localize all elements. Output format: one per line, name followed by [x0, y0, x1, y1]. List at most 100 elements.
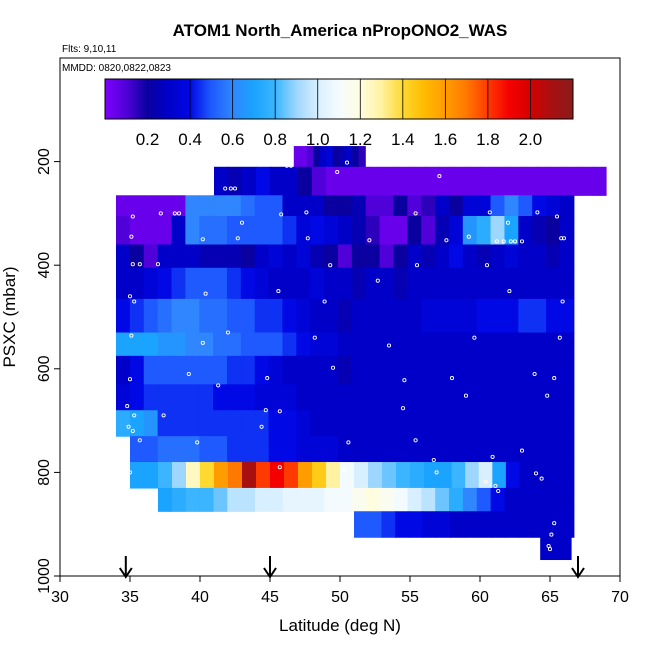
sample-point [494, 239, 499, 244]
heatmap-cell [332, 146, 340, 168]
sample-point [125, 404, 130, 409]
heatmap-cell [268, 487, 284, 512]
heatmap-cell [532, 436, 547, 463]
x-tick-label: 65 [541, 589, 559, 606]
sample-point [413, 211, 418, 216]
heatmap-cell [504, 267, 519, 300]
heatmap-cell [254, 215, 270, 246]
heatmap-cell [143, 298, 159, 334]
heatmap-cell [240, 384, 256, 411]
heatmap-cell [462, 384, 478, 411]
heatmap-cell [199, 436, 214, 463]
heatmap-cell [351, 298, 367, 334]
sample-point [129, 234, 134, 239]
sample-point [200, 237, 205, 242]
heatmap-cell [351, 410, 367, 437]
heatmap-cell [254, 332, 270, 357]
heatmap-cell [129, 195, 145, 217]
heatmap-cell [466, 166, 481, 196]
heatmap-cell [213, 215, 228, 246]
heatmap-cell [256, 166, 271, 196]
heatmap-cell [536, 166, 551, 196]
heatmap-cell [560, 511, 575, 538]
heatmap-cell [199, 267, 214, 300]
heatmap-cell [199, 487, 215, 512]
heatmap-cell [242, 462, 257, 489]
heatmap-cell [518, 355, 533, 385]
heatmap-cell [337, 298, 353, 334]
heatmap-cell [532, 355, 547, 385]
heatmap-cell [157, 215, 173, 246]
heatmap-cell [255, 487, 270, 512]
heatmap-cell [476, 355, 492, 385]
heatmap-cell [518, 410, 533, 437]
sample-point [575, 481, 581, 486]
sample-point [328, 263, 333, 268]
heatmap-cell [518, 511, 534, 538]
heatmap-cell [226, 410, 242, 437]
sample-point [225, 330, 231, 335]
colorbar-tick-label: 1.4 [391, 130, 415, 149]
heatmap-cell [157, 267, 173, 300]
sample-point [288, 163, 294, 168]
heatmap-cell [213, 436, 228, 463]
sample-point [265, 376, 270, 381]
heatmap-cell [379, 487, 395, 512]
x-tick-label: 70 [611, 589, 629, 606]
sample-point [532, 371, 537, 377]
heatmap-cell [449, 487, 464, 512]
sample-point [130, 262, 135, 267]
sample-point [493, 483, 498, 488]
heatmap-cell [296, 332, 311, 357]
x-tick-label: 55 [401, 589, 419, 606]
heatmap-cell [351, 215, 367, 246]
heatmap-cell [504, 436, 519, 463]
heatmap-cell [435, 332, 450, 357]
heatmap-cell [324, 410, 339, 437]
heatmap-cell [410, 166, 425, 196]
x-tick-label: 30 [51, 589, 69, 606]
heatmap-cell [129, 267, 145, 300]
heatmap-cell [546, 436, 561, 463]
heatmap-cell [379, 384, 395, 411]
heatmap-cell [448, 244, 464, 269]
heatmap-cell [130, 436, 145, 463]
heatmap-cell [532, 244, 547, 269]
heatmap-cell [490, 244, 506, 269]
heatmap-cell [351, 436, 367, 463]
sample-point [595, 397, 600, 402]
heatmap-cell [504, 410, 519, 437]
heatmap-cell [504, 384, 519, 411]
heatmap-cell [268, 332, 284, 357]
sample-point [496, 488, 501, 494]
heatmap-cell [282, 298, 297, 334]
heatmap-cell [116, 244, 131, 269]
sample-point [487, 210, 492, 215]
heatmap-cell [282, 267, 297, 300]
colorbar-dividers [147, 79, 531, 119]
heatmap-cell [310, 487, 325, 512]
sample-point [507, 289, 512, 294]
heatmap-cell [393, 332, 408, 357]
heatmap-cell [448, 332, 464, 357]
heatmap-cell [157, 244, 173, 269]
heatmap-cell [185, 487, 201, 512]
sample-point [386, 343, 392, 348]
sample-point [284, 163, 289, 168]
heatmap-cell [199, 298, 214, 334]
heatmap-cell [382, 166, 397, 196]
sample-point [449, 376, 455, 381]
sample-point [132, 299, 137, 304]
heatmap-cell [504, 298, 519, 334]
heatmap-cell [518, 332, 533, 357]
sample-point [519, 239, 525, 244]
colorbar-tick-label: 0.6 [221, 130, 245, 149]
heatmap-cell [504, 195, 519, 217]
heatmap-cell [504, 487, 519, 512]
sample-point [463, 393, 469, 398]
heatmap-cell [324, 436, 339, 463]
heatmap-cell [421, 487, 436, 512]
heatmap-cell [407, 487, 422, 512]
heatmap-cell [379, 215, 395, 246]
heatmap-cell [365, 436, 381, 463]
